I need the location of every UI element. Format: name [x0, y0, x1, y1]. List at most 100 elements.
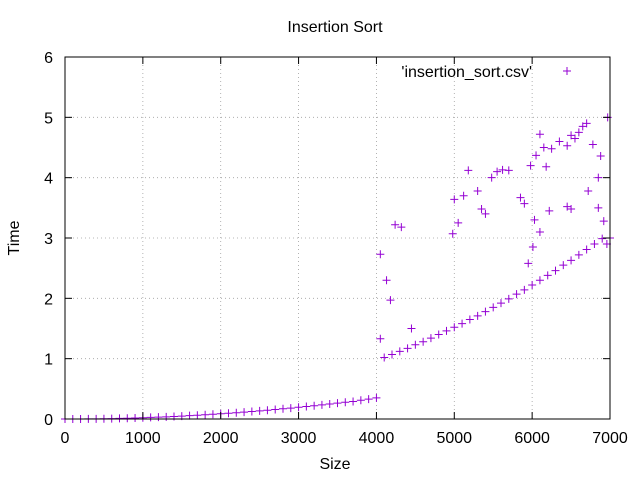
y-tick-label: 0 [44, 412, 53, 429]
legend-marker-plus [563, 67, 571, 75]
grid-lines [65, 57, 610, 419]
data-point [442, 326, 451, 335]
data-point [594, 203, 603, 212]
data-point [498, 165, 507, 174]
data-point [376, 250, 385, 259]
data-point [271, 405, 280, 414]
legend-marker [563, 67, 571, 75]
data-point [325, 400, 334, 409]
data-point [123, 414, 132, 423]
data-point [448, 229, 457, 238]
y-tick-label: 3 [44, 231, 53, 248]
data-point [528, 281, 537, 290]
data-point [403, 344, 412, 353]
data-point [551, 266, 560, 275]
data-point [407, 324, 416, 333]
data-point [395, 347, 404, 356]
data-point [146, 413, 155, 422]
data-point [115, 414, 124, 423]
data-point [255, 406, 264, 415]
x-axis-label: Size [319, 456, 350, 473]
data-point [386, 296, 395, 305]
y-tick-label: 5 [44, 110, 53, 127]
data-point [310, 401, 319, 410]
data-point [542, 162, 551, 171]
data-point [240, 408, 249, 417]
x-tick-label: 3000 [281, 430, 317, 447]
data-point [411, 340, 420, 349]
data-point [574, 250, 583, 259]
data-point [599, 217, 608, 226]
data-point [473, 186, 482, 195]
data-point [380, 353, 389, 362]
data-point [294, 403, 303, 412]
data-point [459, 191, 468, 200]
data-point [333, 399, 342, 408]
data-point [397, 223, 406, 232]
data-point [477, 205, 486, 214]
data-point [487, 173, 496, 182]
x-tick-label: 6000 [514, 430, 550, 447]
data-point [419, 337, 428, 346]
data-point [559, 261, 568, 270]
y-tick-label: 1 [44, 352, 53, 369]
y-tick-label: 2 [44, 291, 53, 308]
data-point [349, 397, 358, 406]
data-point [464, 166, 473, 175]
data-point [590, 240, 599, 249]
data-point [341, 398, 350, 407]
data-point [388, 350, 396, 359]
data-point [489, 303, 498, 312]
data-point [450, 195, 459, 204]
data-point [364, 395, 373, 404]
data-point [465, 315, 474, 324]
data-point [570, 134, 579, 143]
data-point [208, 410, 217, 419]
data-point [481, 307, 490, 316]
data-point [545, 206, 554, 215]
data-point [574, 128, 583, 137]
data-point [493, 167, 502, 176]
legend-label: 'insertion_sort.csv' [401, 64, 532, 81]
x-tick-label: 5000 [436, 430, 472, 447]
data-point [286, 404, 295, 413]
data-point [528, 243, 537, 252]
data-point [563, 141, 572, 150]
y-axis-label: Time [6, 220, 23, 255]
data-point [302, 402, 311, 411]
data-point [535, 130, 544, 139]
data-point [539, 143, 548, 152]
x-tick-label: 4000 [359, 430, 395, 447]
data-point [201, 410, 210, 419]
data-point [567, 205, 576, 214]
data-point [458, 319, 467, 328]
data-point [588, 140, 597, 149]
data-point [356, 396, 365, 405]
data-point [530, 215, 539, 224]
x-tick-label: 1000 [125, 430, 161, 447]
data-point [473, 311, 482, 320]
x-tick-label: 2000 [203, 430, 239, 447]
data-point [382, 276, 391, 285]
data-point [162, 412, 171, 421]
data-point [526, 161, 535, 170]
y-tick-label: 4 [44, 171, 53, 188]
data-point [131, 413, 140, 422]
data-point [454, 218, 463, 227]
data-point [247, 407, 256, 416]
data-point [376, 334, 385, 343]
data-point [535, 276, 544, 285]
data-point [520, 199, 529, 208]
axis-ticks: 0 1000 2000 3000 4000 5000 6000 7000 0 1 2 3 4 5 6 [44, 50, 628, 447]
data-point [185, 411, 194, 420]
data-point [450, 323, 459, 332]
data-point [391, 220, 400, 229]
data-point [594, 173, 603, 182]
data-point [520, 285, 529, 294]
x-tick-label: 0 [61, 430, 70, 447]
data-point [543, 271, 552, 280]
data-points [61, 113, 614, 423]
data-point [598, 234, 607, 243]
data-point [497, 299, 505, 308]
